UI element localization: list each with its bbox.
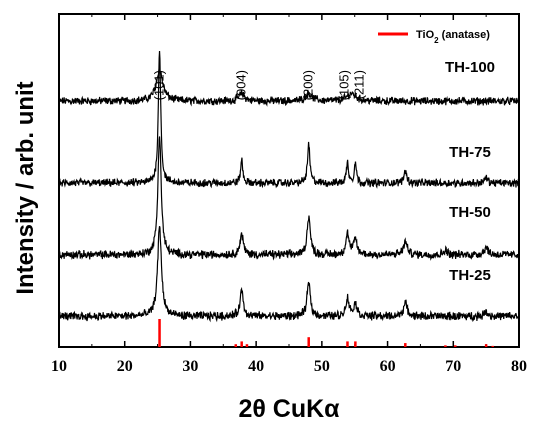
x-axis-ticks bbox=[58, 14, 520, 347]
x-tick-label: 30 bbox=[182, 358, 198, 375]
x-tick-label: 80 bbox=[511, 358, 527, 375]
peak-label: (101) bbox=[152, 70, 167, 100]
series-line bbox=[58, 50, 520, 189]
series-labels: TH-100 TH-75 TH-50 TH-25 bbox=[445, 59, 495, 284]
peak-labels: (101) (004) (200) (105) (211) bbox=[152, 70, 367, 100]
legend: TiO2 (anatase) bbox=[378, 29, 490, 45]
legend-label: TiO2 (anatase) bbox=[416, 29, 490, 45]
series-group bbox=[58, 50, 520, 323]
x-tick-label: 40 bbox=[248, 358, 264, 375]
series-line bbox=[58, 67, 520, 107]
x-tick-label: 20 bbox=[117, 358, 133, 375]
peak-label: (105) bbox=[336, 70, 351, 100]
peak-label: (200) bbox=[301, 70, 316, 100]
series-line bbox=[58, 226, 520, 323]
x-axis-tick-labels: 10 20 30 40 50 60 70 80 bbox=[51, 358, 527, 375]
reference-peaks bbox=[158, 319, 494, 347]
x-tick-label: 50 bbox=[314, 358, 330, 375]
x-axis-title: 2θ CuKα bbox=[238, 395, 340, 423]
series-label: TH-100 bbox=[445, 59, 495, 76]
y-axis-title: Intensity / arb. unit bbox=[12, 81, 39, 294]
x-tick-label: 60 bbox=[380, 358, 396, 375]
series-label: TH-50 bbox=[449, 204, 491, 221]
peak-label: (211) bbox=[351, 70, 366, 99]
series-label: TH-75 bbox=[449, 144, 491, 161]
series-label: TH-25 bbox=[449, 267, 491, 284]
peak-label: (004) bbox=[234, 70, 249, 100]
series-line bbox=[58, 136, 520, 261]
x-tick-label: 70 bbox=[445, 358, 461, 375]
x-tick-label: 10 bbox=[51, 358, 67, 375]
